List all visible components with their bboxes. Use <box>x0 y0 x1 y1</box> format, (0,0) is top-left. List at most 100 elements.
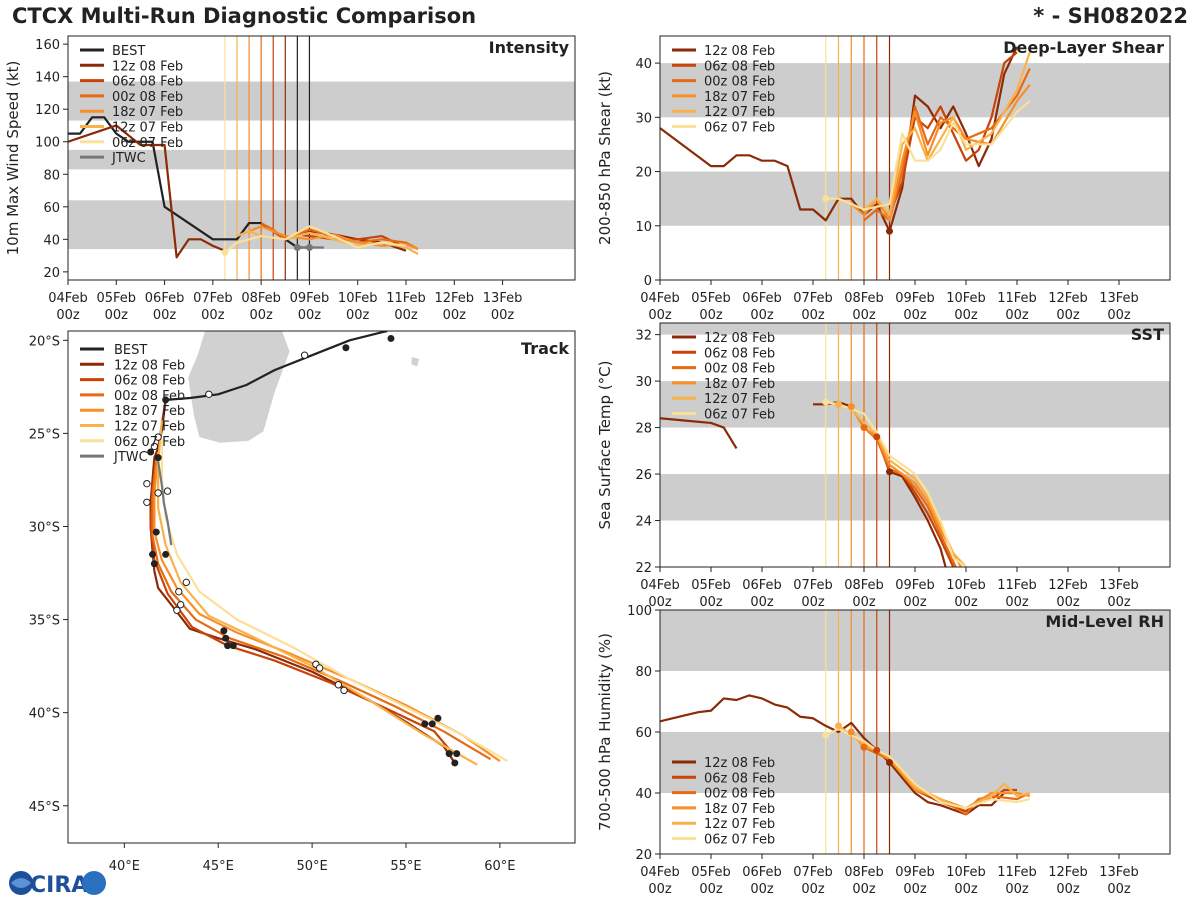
x-tick-label-hour: 00z <box>491 308 515 323</box>
legend-label: BEST <box>112 44 145 59</box>
legend-label: 18z 07 Feb <box>112 105 183 120</box>
track-point-filled <box>162 550 170 558</box>
marker-r06z08 <box>873 746 881 754</box>
y-tick-label: 25°S <box>29 427 60 442</box>
x-tick-label-hour: 00z <box>201 308 225 323</box>
y-tick-label: 26 <box>635 468 652 483</box>
track-point-open <box>205 390 213 399</box>
legend-label: 12z 08 Feb <box>114 358 185 373</box>
legend-label: 00z 08 Feb <box>114 389 185 404</box>
x-tick-label-hour: 00z <box>954 595 978 610</box>
x-tick-label-hour: 00z <box>852 595 876 610</box>
x-tick-label-hour: 00z <box>699 308 723 323</box>
legend-label: 06z 08 Feb <box>114 374 185 389</box>
x-tick-label: 12Feb <box>1048 291 1088 306</box>
panel-shear: 0 10 20 30 40 04Feb 00z 05Feb 00z 06Feb 00z 07Feb 00… <box>596 35 1171 323</box>
x-tick-label-hour: 00z <box>1005 882 1029 897</box>
panel-intensity: 20 40 60 80 100 120 140 160 04Feb 00z 05Feb 00z 06Fe… <box>4 35 576 323</box>
marker-r00z08 <box>860 743 868 751</box>
x-tick-label-hour: 00z <box>852 308 876 323</box>
y-axis-label: 700-500 hPa Humidity (%) <box>596 633 614 831</box>
y-tick-label: 60 <box>635 726 652 741</box>
y-tick-label: 80 <box>43 168 60 183</box>
track-point-filled <box>428 720 436 728</box>
legend-label: 06z 08 Feb <box>704 346 775 361</box>
legend-label: 12z 07 Feb <box>704 105 775 120</box>
series-r18z07 <box>850 406 962 567</box>
legend-label: 00z 08 Feb <box>704 362 775 377</box>
x-tick-label: 09Feb <box>895 578 935 593</box>
x-tick-label-hour: 00z <box>801 308 825 323</box>
legend-label: 06z 08 Feb <box>112 75 183 90</box>
legend-label: 06z 08 Feb <box>704 59 775 74</box>
panel-title: Intensity <box>489 38 570 57</box>
x-tick-label: 55°E <box>390 859 421 874</box>
x-tick-label-hour: 00z <box>153 308 177 323</box>
series-r06z07 <box>825 100 1031 211</box>
legend-label: 18z 07 Feb <box>704 377 775 392</box>
legend-label: JTWC <box>111 151 146 166</box>
x-tick-label-hour: 00z <box>105 308 129 323</box>
y-tick-label: 10 <box>635 220 652 235</box>
chart-title: CTCX Multi-Run Diagnostic Comparison <box>12 4 477 28</box>
y-axis-label: 200-850 hPa Shear (kt) <box>596 71 614 245</box>
x-tick-label-hour: 00z <box>648 308 672 323</box>
x-tick-label-hour: 00z <box>852 882 876 897</box>
x-tick-label-hour: 00z <box>1056 595 1080 610</box>
x-tick-label: 45°E <box>203 859 234 874</box>
x-tick-label-hour: 00z <box>1005 308 1029 323</box>
x-tick-label-hour: 00z <box>903 595 927 610</box>
track-point-open <box>340 686 348 695</box>
marker-r12z07 <box>835 722 842 730</box>
x-tick-label: 07Feb <box>193 291 233 306</box>
x-tick-label: 11Feb <box>997 578 1037 593</box>
track-r18z07 <box>153 451 501 762</box>
x-tick-label: 08Feb <box>844 578 884 593</box>
plot-frame <box>67 35 576 281</box>
x-tick-label: 12Feb <box>1048 865 1088 880</box>
y-tick-label: 20°S <box>29 334 60 349</box>
marker-r06z07 <box>822 398 830 406</box>
legend-label: 06z 07 Feb <box>704 408 775 423</box>
x-tick-label: 13Feb <box>1099 578 1139 593</box>
x-tick-label-hour: 00z <box>249 308 273 323</box>
x-tick-label: 60°E <box>484 859 515 874</box>
x-tick-label-hour: 00z <box>699 595 723 610</box>
y-tick-label: 20 <box>43 266 60 281</box>
x-tick-label-hour: 00z <box>699 882 723 897</box>
x-tick-label-hour: 00z <box>1107 308 1131 323</box>
track-point-filled <box>222 634 230 642</box>
x-tick-label: 08Feb <box>844 291 884 306</box>
x-tick-label: 08Feb <box>241 291 281 306</box>
plot-frame <box>67 330 576 844</box>
marker-jtwc <box>305 243 313 251</box>
y-tick-label: 40°S <box>29 707 60 722</box>
x-tick-label: 06Feb <box>742 291 782 306</box>
legend-label: 12z 07 Feb <box>114 420 185 435</box>
x-tick-label-hour: 00z <box>648 882 672 897</box>
panel-track: 40°E 45°E 50°E 55°E 60°E 20°S 25°S 30°S 35°S 40°S… <box>29 330 576 874</box>
y-tick-label: 20 <box>635 848 652 863</box>
legend-label: 12z 07 Feb <box>112 121 183 136</box>
legend-label: 00z 08 Feb <box>112 90 183 105</box>
marker-r06z07 <box>221 248 229 256</box>
x-tick-label-hour: 00z <box>298 308 322 323</box>
x-tick-label-hour: 00z <box>1056 882 1080 897</box>
y-tick-label: 40 <box>635 787 652 802</box>
shade-band <box>68 200 575 250</box>
storm-id: * - SH082022 <box>1033 4 1188 28</box>
x-tick-label: 05Feb <box>691 578 731 593</box>
y-tick-label: 100 <box>35 136 60 151</box>
legend-label: 12z 08 Feb <box>112 59 183 74</box>
y-axis-label: Sea Surface Temp (°C) <box>596 360 614 529</box>
shade-band <box>660 171 1170 226</box>
legend-label: 00z 08 Feb <box>704 787 775 802</box>
y-tick-label: 45°S <box>29 800 60 815</box>
panel-sst: 22 24 26 28 30 32 04Feb 00z 05Feb 00z 06Feb 00z 07Fe… <box>596 322 1171 610</box>
series-r12z07 <box>838 51 1031 217</box>
track-r12z07 <box>157 420 478 766</box>
satellite-icon <box>82 871 106 895</box>
y-tick-label: 22 <box>635 561 652 576</box>
track-point-open <box>334 681 343 689</box>
series-r06z07 <box>224 225 407 254</box>
